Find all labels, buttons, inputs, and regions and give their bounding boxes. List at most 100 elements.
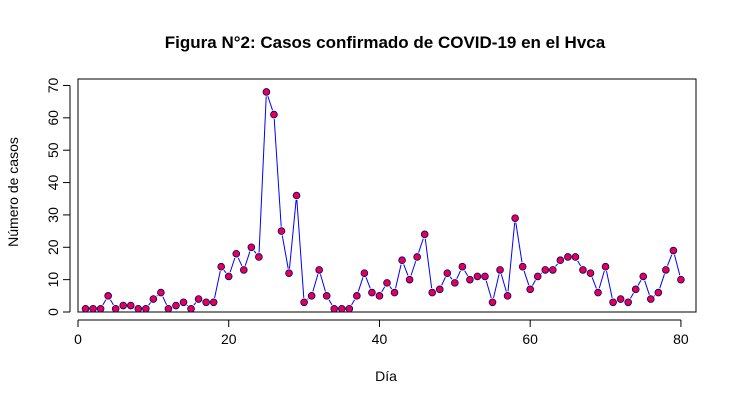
data-point [549, 266, 557, 274]
data-point [104, 292, 112, 300]
series-line-segment [237, 257, 243, 267]
series-line-segment [674, 254, 681, 276]
series-line-segment [418, 238, 424, 253]
data-point [646, 295, 655, 303]
data-point [134, 304, 143, 313]
data-point [473, 272, 482, 281]
series-line-segment [403, 264, 409, 276]
data-point [526, 285, 534, 294]
data-point [270, 110, 278, 119]
data-point [292, 191, 301, 200]
data-point [518, 262, 527, 271]
series-line-segment [281, 235, 289, 269]
data-point [616, 295, 625, 303]
data-point [307, 292, 316, 300]
y-axis-label: Número de casos [5, 137, 21, 247]
data-point [481, 272, 489, 281]
data-point [368, 288, 376, 297]
data-point [677, 275, 685, 284]
series-line-segment [507, 222, 516, 292]
data-series [81, 88, 685, 313]
series-line-segment [253, 250, 257, 254]
y-tick-label: 0 [45, 308, 61, 316]
chart-title: Figura N°2: Casos confirmado de COVID-19… [165, 33, 606, 52]
series-line-segment [464, 270, 469, 277]
series-line-segment [365, 277, 371, 289]
x-tick-label: 40 [372, 331, 388, 347]
data-point [556, 256, 565, 265]
series-line-segment [162, 296, 167, 305]
data-point [503, 292, 512, 300]
data-point [337, 304, 346, 313]
data-point [119, 301, 128, 310]
y-tick-label: 20 [45, 239, 61, 255]
data-point [420, 230, 429, 239]
data-point [383, 279, 391, 287]
y-tick-label: 40 [45, 175, 61, 191]
series-line-segment [515, 222, 523, 263]
data-point [315, 266, 323, 274]
data-point [654, 288, 663, 297]
data-point [89, 304, 97, 313]
data-point [579, 266, 587, 274]
data-point [669, 246, 678, 255]
data-point [435, 285, 444, 294]
series-line-segment [156, 295, 158, 297]
y-tick-label: 30 [45, 207, 61, 223]
x-tick-label: 0 [74, 331, 82, 347]
series-line-segment [357, 277, 364, 292]
series-line-segment [229, 257, 236, 273]
data-point [300, 298, 308, 307]
data-point [533, 272, 542, 281]
data-point [405, 275, 414, 284]
data-point [662, 266, 670, 274]
data-point [202, 298, 210, 307]
series-line-segment [493, 274, 500, 299]
data-point [586, 269, 595, 277]
data-point [601, 262, 610, 271]
data-point [345, 304, 354, 313]
data-point [209, 298, 218, 307]
data-point [594, 288, 602, 297]
series-line-segment [102, 299, 107, 306]
series-line-segment [389, 286, 393, 290]
data-point [511, 214, 519, 222]
data-point [285, 269, 293, 277]
series-line-segment [288, 199, 297, 269]
data-point [255, 253, 263, 261]
data-point [375, 292, 384, 300]
series-line-segment [532, 280, 536, 286]
data-point [353, 292, 361, 300]
data-point [496, 266, 504, 274]
series-line-segment [630, 292, 634, 299]
y-tick-label: 60 [45, 110, 61, 126]
series-line-segment [424, 238, 433, 289]
x-tick-label: 80 [673, 331, 689, 347]
data-point [232, 249, 241, 258]
data-point [451, 279, 459, 287]
series-line-segment [410, 261, 417, 276]
data-point [330, 304, 339, 313]
series-line-segment [381, 286, 386, 293]
series-line-segment [351, 299, 356, 306]
data-point [322, 292, 331, 300]
data-point [488, 298, 497, 307]
plot-area [77, 78, 697, 313]
series-line-segment [186, 304, 188, 307]
series-line-segment [328, 299, 333, 306]
data-point [126, 301, 135, 310]
y-tick-label: 10 [45, 272, 61, 288]
series-line-segment [485, 280, 492, 299]
data-point [458, 262, 467, 271]
series-line-segment [598, 270, 605, 289]
data-point [571, 253, 580, 261]
series-line-segment [659, 274, 665, 289]
series-line-segment [540, 272, 543, 274]
data-point [164, 304, 173, 313]
data-point [466, 275, 474, 284]
data-point [111, 304, 120, 313]
data-point [217, 262, 225, 271]
x-tick-label: 20 [221, 331, 237, 347]
data-point [639, 272, 648, 281]
